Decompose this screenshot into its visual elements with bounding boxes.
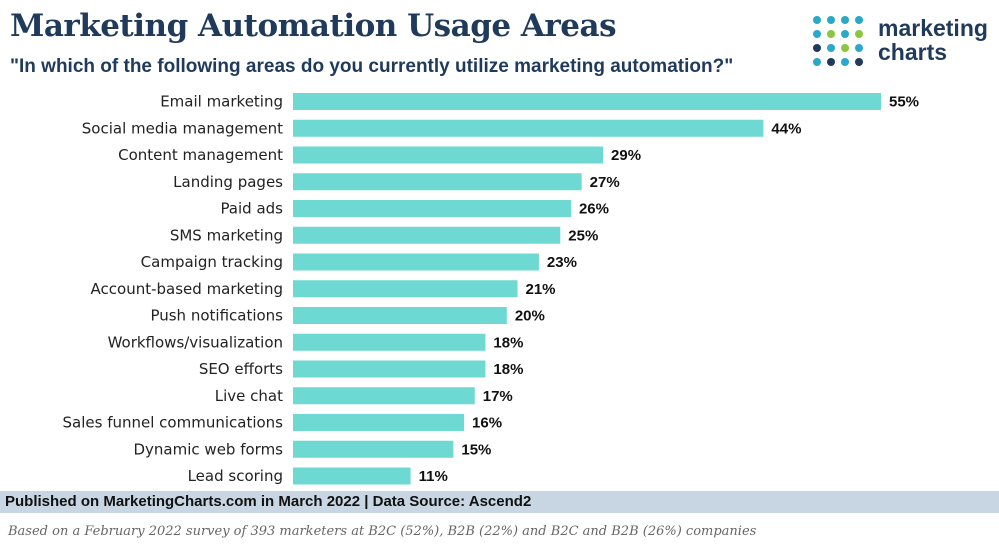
bar — [293, 360, 486, 378]
bar — [293, 387, 475, 405]
bar — [293, 146, 604, 164]
category-label: Account-based marketing — [91, 280, 283, 298]
logo-dot — [855, 16, 863, 24]
page-subtitle: "In which of the following areas do you … — [10, 56, 734, 77]
category-label: Paid ads — [220, 200, 283, 218]
category-label: Live chat — [215, 387, 283, 405]
value-label: 29% — [611, 147, 641, 164]
bar — [293, 440, 454, 458]
bar — [293, 173, 582, 191]
category-label: Push notifications — [150, 307, 283, 325]
value-label: 26% — [579, 201, 609, 218]
logo-dot — [827, 44, 835, 52]
logo-dot — [813, 58, 821, 66]
bar — [293, 226, 561, 244]
value-label: 44% — [771, 120, 801, 137]
bar — [293, 119, 764, 137]
value-label: 23% — [547, 254, 577, 271]
logo-dot — [813, 16, 821, 24]
category-label: Email marketing — [160, 93, 283, 111]
footer-source-bar: Published on MarketingCharts.com in Marc… — [0, 491, 999, 513]
bar — [293, 200, 571, 217]
page-title: Marketing Automation Usage Areas — [10, 8, 617, 44]
logo-dot — [841, 58, 849, 66]
category-label: SEO efforts — [199, 360, 283, 378]
logo-dot — [855, 44, 863, 52]
value-label: 17% — [483, 388, 513, 405]
category-label: Workflows/visualization — [108, 333, 283, 351]
bar — [293, 467, 411, 485]
value-label: 21% — [526, 281, 556, 298]
value-label: 20% — [515, 308, 545, 325]
category-label: Campaign tracking — [141, 253, 283, 271]
category-label: Content management — [118, 146, 283, 164]
category-label: SMS marketing — [170, 226, 283, 244]
category-label: Dynamic web forms — [134, 440, 284, 458]
value-label: 11% — [419, 468, 448, 485]
category-label: Sales funnel communications — [63, 414, 284, 432]
footer-survey-note: Based on a February 2022 survey of 393 m… — [8, 524, 757, 539]
logo-dot — [827, 58, 835, 66]
logo-dot — [827, 16, 835, 24]
category-label: Landing pages — [173, 173, 283, 191]
value-label: 27% — [590, 174, 620, 191]
logo-dots-icon — [813, 16, 863, 66]
logo-dot — [813, 44, 821, 52]
bar — [293, 93, 881, 110]
marketingcharts-logo: marketing charts — [812, 14, 994, 68]
value-label: 55% — [889, 94, 919, 111]
logo-wordmark: marketing charts — [878, 16, 988, 64]
logo-dot — [855, 58, 863, 66]
bar — [293, 333, 486, 351]
value-label: 25% — [568, 227, 598, 244]
bar-chart: Email marketing 55% Social media managemen… — [63, 93, 920, 486]
value-label: 16% — [472, 415, 502, 432]
value-label: 15% — [461, 441, 491, 458]
bar — [293, 414, 465, 431]
logo-dot — [841, 16, 849, 24]
category-label: Lead scoring — [188, 467, 283, 485]
category-label: Social media management — [82, 119, 283, 137]
logo-line-1: marketing — [878, 15, 988, 41]
logo-dot — [855, 30, 863, 38]
bar — [293, 307, 507, 324]
value-label: 18% — [493, 361, 523, 378]
logo-dot — [813, 30, 821, 38]
logo-dot — [841, 30, 849, 38]
logo-line-2: charts — [878, 39, 948, 65]
bar — [293, 280, 518, 298]
value-label: 18% — [493, 334, 523, 351]
logo-dot — [827, 30, 835, 38]
logo-dot — [841, 44, 849, 52]
bar — [293, 253, 539, 271]
